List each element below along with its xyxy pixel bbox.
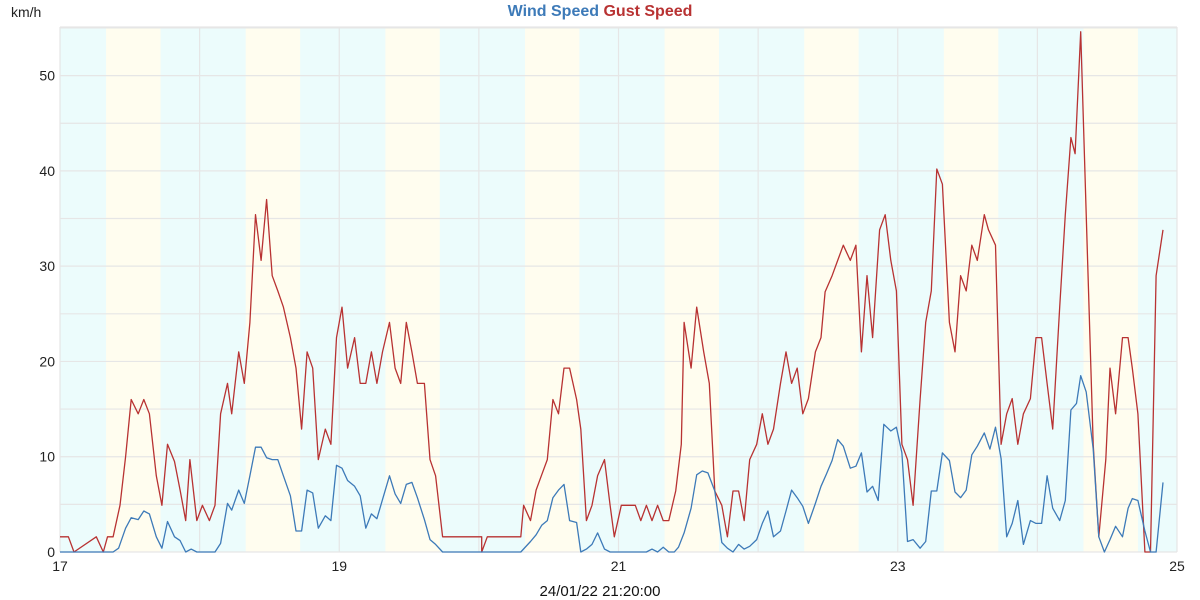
day-band (106, 27, 161, 552)
data-series (60, 31, 1164, 553)
grid-lines (59, 26, 1178, 553)
day-band (804, 27, 859, 552)
y-tick-label: 40 (39, 163, 55, 179)
x-axis-ticks: 17 19 21 23 25 (52, 558, 1185, 574)
x-axis-timestamp-label: 24/01/22 21:20:00 (539, 583, 661, 600)
gust-speed-line (60, 31, 1164, 553)
y-tick-label: 0 (47, 544, 55, 560)
legend-gust-speed: Gust Speed (603, 3, 693, 20)
day-band (943, 27, 999, 552)
wind-speed-line (60, 375, 1164, 553)
y-axis-unit-label: km/h (11, 4, 42, 20)
y-axis-ticks: 0 10 20 30 40 50 (39, 68, 55, 560)
day-band (664, 27, 720, 552)
chart-title: Wind Speed Gust Speed (0, 3, 1200, 21)
x-tick-label: 19 (331, 558, 347, 574)
y-tick-label: 50 (39, 68, 55, 84)
day-band (1083, 27, 1138, 552)
y-tick-label: 10 (39, 449, 55, 465)
day-band (245, 27, 301, 552)
day-band (385, 27, 440, 552)
y-tick-label: 30 (39, 258, 55, 274)
x-tick-label: 21 (611, 558, 627, 574)
legend-wind-speed: Wind Speed (507, 3, 600, 20)
y-tick-label: 20 (39, 353, 55, 369)
x-tick-label: 25 (1169, 558, 1185, 574)
x-tick-label: 23 (890, 558, 906, 574)
day-band (524, 27, 580, 552)
x-tick-label: 17 (52, 558, 68, 574)
